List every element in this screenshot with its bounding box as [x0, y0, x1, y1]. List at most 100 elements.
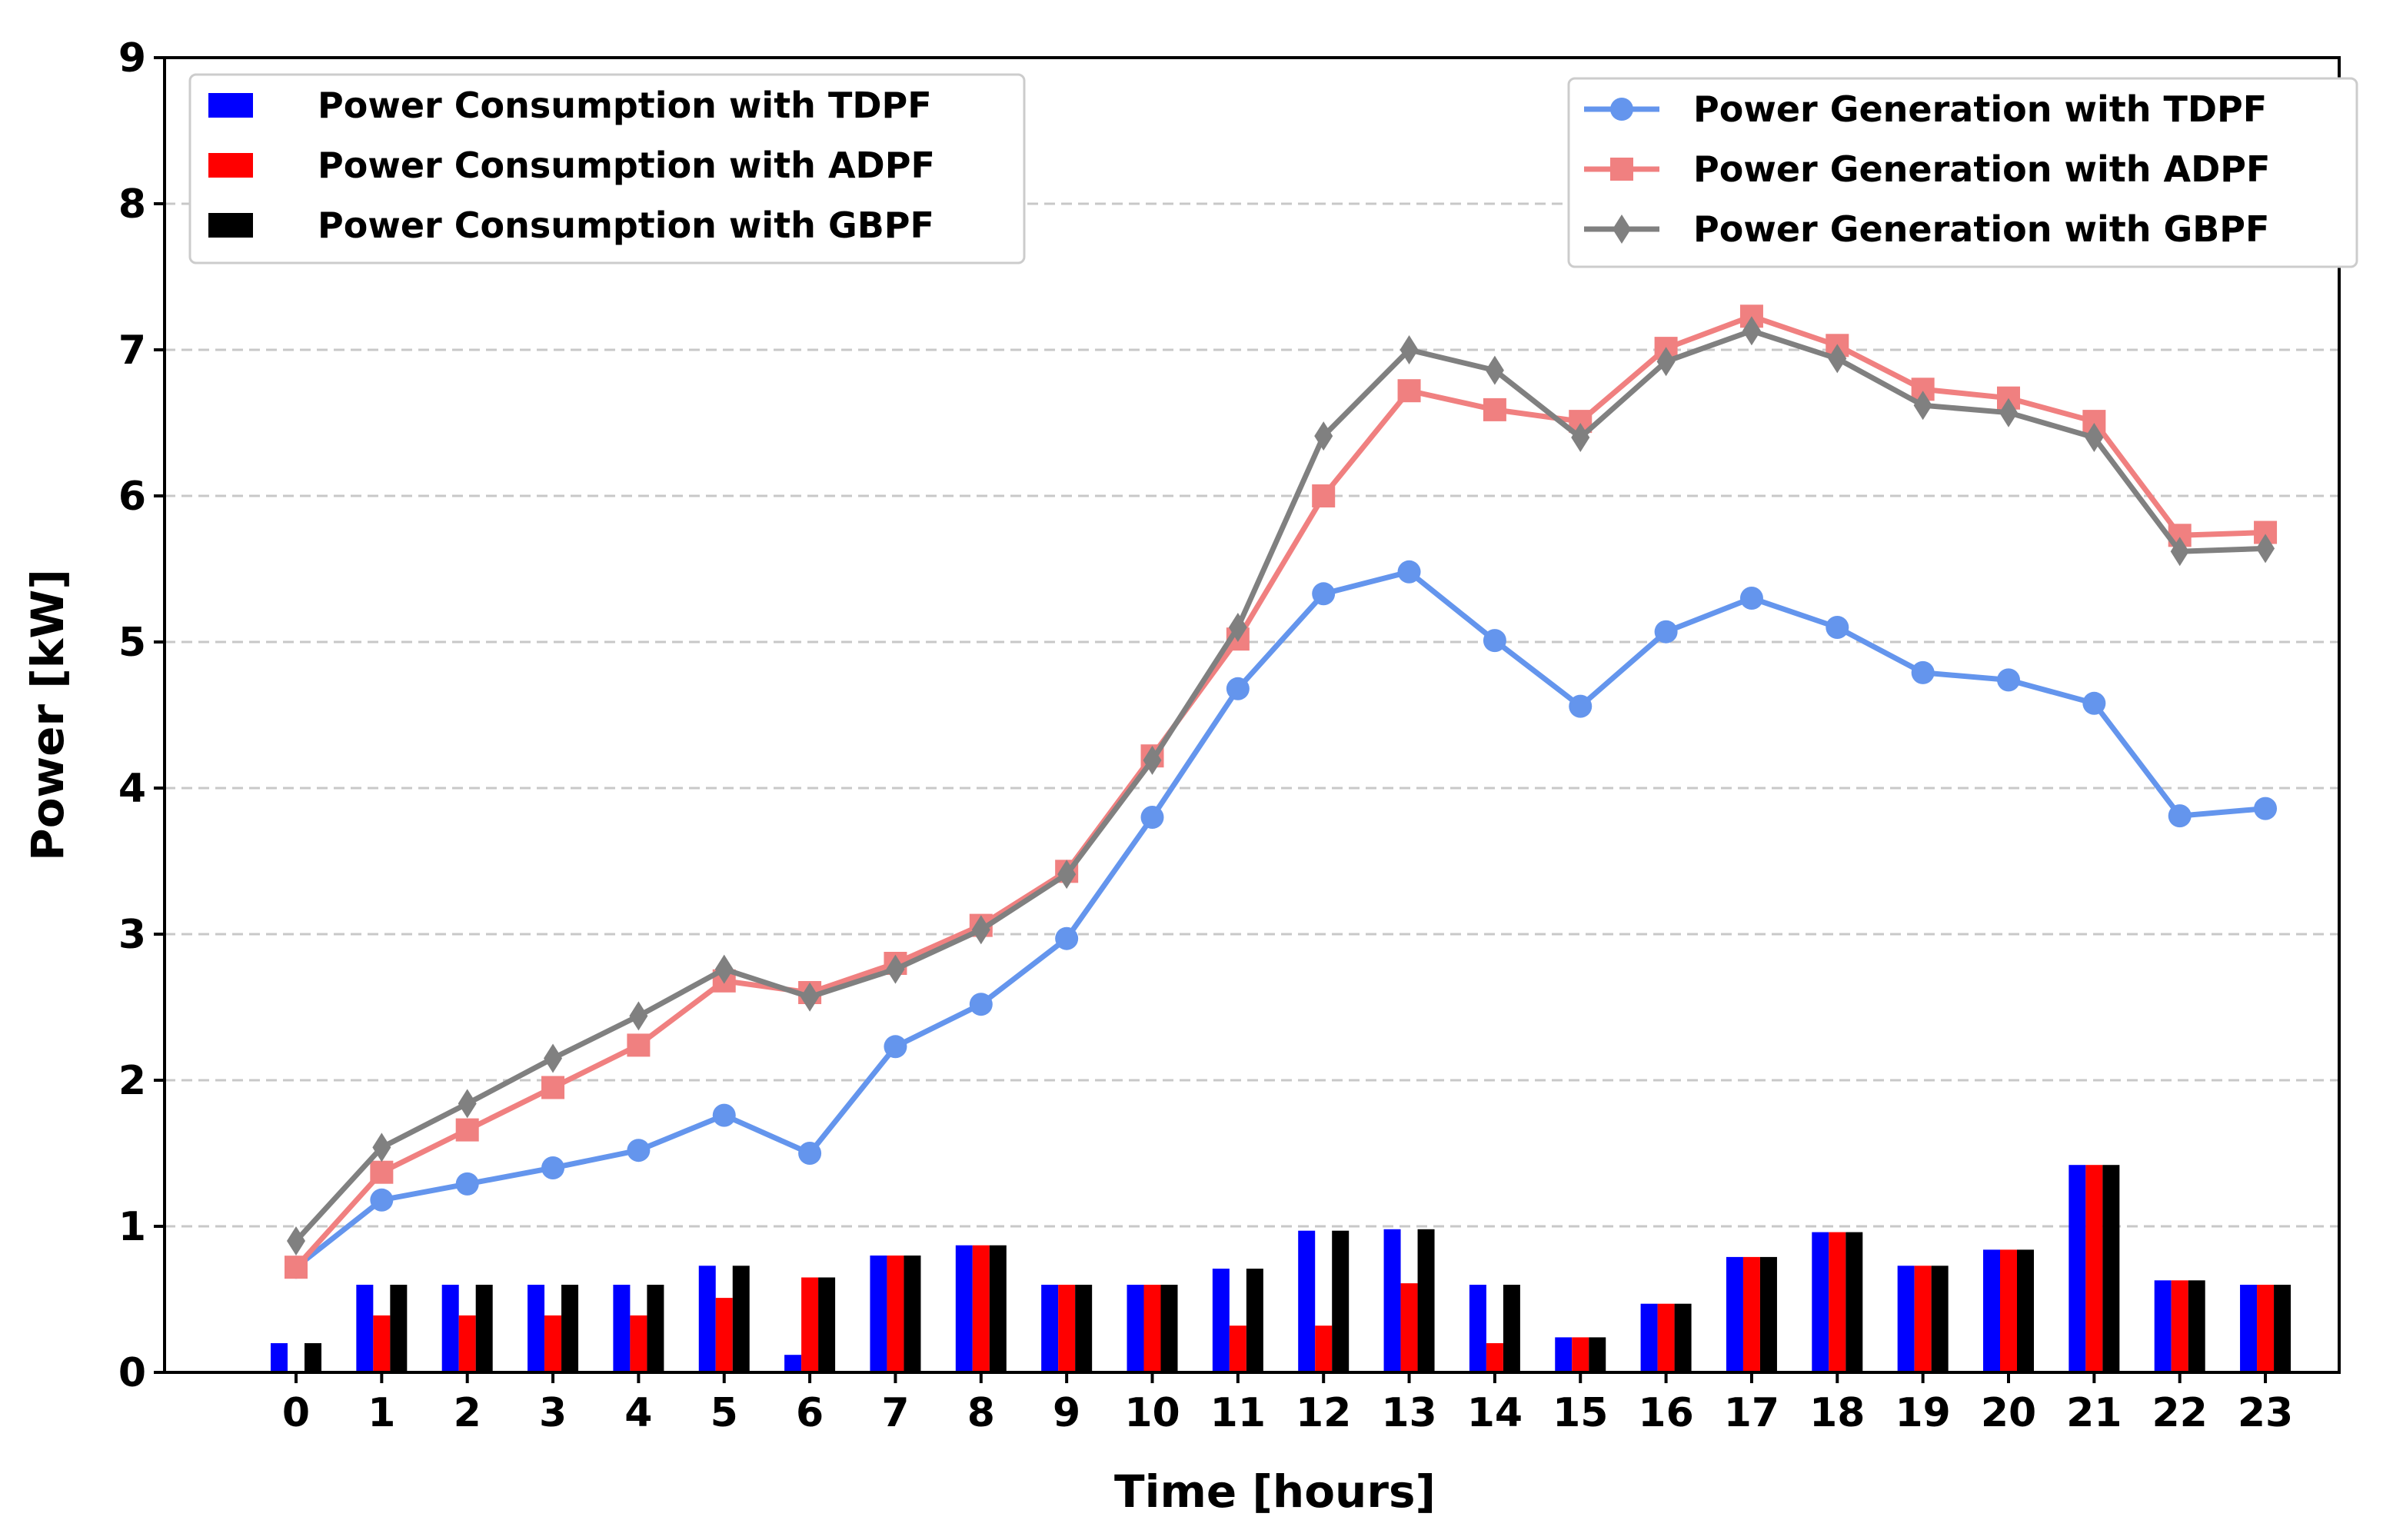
plot-frame [163, 56, 2341, 1374]
bar-adpf-5 [715, 1298, 733, 1372]
y-tick-label: 7 [118, 328, 146, 374]
point-generation-tdpf-10 [1140, 806, 1164, 829]
point-generation-gbpf-0 [287, 1226, 305, 1256]
point-generation-gbpf-21 [2085, 423, 2104, 452]
y-tick-label: 9 [118, 35, 146, 81]
legend-label: Power Consumption with GBPF [318, 205, 934, 246]
bar-gbpf-17 [1759, 1256, 1777, 1372]
point-generation-gbpf-4 [629, 1001, 648, 1031]
legend-marker-gbpf [1613, 215, 1631, 244]
bar-adpf-22 [2171, 1280, 2188, 1372]
bar-gbpf-1 [390, 1285, 408, 1372]
legend-label: Power Consumption with ADPF [318, 145, 935, 186]
x-tick-label: 4 [624, 1390, 652, 1436]
gridlines [165, 202, 2339, 1228]
point-generation-tdpf-17 [1739, 587, 1763, 610]
x-tick-label: 21 [2066, 1390, 2122, 1436]
x-tick-label: 19 [1895, 1390, 1950, 1436]
line-generation-tdpf [294, 569, 2266, 1269]
point-generation-gbpf-17 [1742, 316, 1761, 346]
bar-tdpf-22 [2154, 1280, 2172, 1372]
bar-tdpf-10 [1127, 1285, 1144, 1372]
bar-adpf-2 [458, 1315, 476, 1372]
x-tick-label: 13 [1381, 1390, 1436, 1436]
bar-adpf-17 [1742, 1256, 1760, 1372]
x-tick-label: 5 [711, 1390, 738, 1436]
bar-tdpf-8 [955, 1245, 973, 1372]
bar-gbpf-14 [1503, 1285, 1520, 1372]
x-tick-label: 16 [1638, 1390, 1693, 1436]
legend-consumption: Power Consumption with TDPF Power Consump… [188, 73, 1026, 264]
bar-tdpf-4 [613, 1285, 631, 1372]
bar-gbpf-13 [1417, 1229, 1435, 1372]
line-generation-adpf [294, 313, 2266, 1269]
y-tick-label: 2 [118, 1058, 146, 1104]
point-generation-gbpf-1 [372, 1133, 391, 1162]
bar-tdpf-11 [1212, 1269, 1230, 1372]
point-generation-tdpf-2 [455, 1172, 479, 1196]
point-generation-tdpf-19 [1911, 660, 1935, 684]
legend-swatch-adpf [208, 153, 253, 178]
point-generation-tdpf-14 [1483, 629, 1506, 653]
point-generation-gbpf-6 [800, 982, 820, 1012]
point-generation-gbpf-2 [458, 1089, 477, 1119]
point-generation-gbpf-11 [1228, 613, 1247, 642]
bar-gbpf-21 [2102, 1165, 2120, 1372]
legend-marker-adpf [1610, 158, 1633, 181]
point-generation-gbpf-9 [1057, 860, 1077, 890]
legend-label: Power Generation with ADPF [1693, 148, 2270, 190]
point-generation-tdpf-13 [1397, 560, 1421, 584]
bar-adpf-13 [1400, 1283, 1418, 1372]
legend-box [1567, 77, 2358, 268]
bar-tdpf-21 [2069, 1165, 2086, 1372]
bar-gbpf-6 [818, 1277, 836, 1372]
bar-tdpf-16 [1640, 1303, 1658, 1372]
y-tick-label: 8 [118, 181, 146, 228]
bar-gbpf-4 [647, 1285, 664, 1372]
bar-gbpf-12 [1332, 1230, 1350, 1372]
legend-marker-tdpf [1610, 98, 1633, 121]
bar-adpf-7 [887, 1256, 904, 1372]
legend-label: Power Consumption with TDPF [318, 85, 932, 126]
point-generation-gbpf-15 [1571, 423, 1590, 452]
x-tick-label: 3 [539, 1390, 567, 1436]
x-tick-label: 6 [796, 1390, 824, 1436]
point-generation-gbpf-5 [714, 954, 734, 984]
bar-tdpf-3 [528, 1285, 545, 1372]
legend-swatch-tdpf [208, 93, 253, 118]
bar-tdpf-14 [1469, 1285, 1486, 1372]
line-generation-gbpf [294, 328, 2266, 1243]
point-generation-adpf-4 [627, 1033, 651, 1057]
bar-gbpf-7 [904, 1256, 921, 1372]
point-generation-gbpf-18 [1828, 344, 1847, 374]
point-generation-adpf-12 [1312, 484, 1336, 507]
legend-label: Power Generation with GBPF [1693, 208, 2269, 250]
point-generation-tdpf-22 [2168, 804, 2192, 828]
bar-adpf-8 [972, 1245, 990, 1372]
point-generation-tdpf-9 [1055, 926, 1079, 950]
point-generation-adpf-3 [541, 1076, 565, 1099]
point-generation-gbpf-13 [1400, 335, 1419, 364]
x-tick-label: 20 [1981, 1390, 2036, 1436]
point-generation-tdpf-21 [2082, 691, 2106, 715]
bar-adpf-21 [2085, 1165, 2103, 1372]
bar-adpf-12 [1315, 1325, 1333, 1372]
point-generation-gbpf-19 [1913, 391, 1932, 421]
bar-adpf-11 [1229, 1325, 1246, 1372]
lines [285, 304, 2278, 1279]
bar-tdpf-7 [870, 1256, 887, 1372]
x-tick-label: 9 [1053, 1390, 1080, 1436]
point-generation-gbpf-14 [1485, 355, 1504, 385]
bar-tdpf-20 [1983, 1249, 2000, 1372]
bar-gbpf-5 [732, 1266, 750, 1372]
bar-tdpf-0 [271, 1343, 288, 1372]
bar-gbpf-8 [989, 1245, 1007, 1372]
point-generation-tdpf-15 [1569, 694, 1593, 718]
point-generation-gbpf-12 [1314, 421, 1333, 451]
point-generation-adpf-2 [455, 1118, 479, 1142]
bar-tdpf-1 [356, 1285, 374, 1372]
bar-gbpf-20 [2017, 1249, 2034, 1372]
bar-adpf-20 [2000, 1249, 2017, 1372]
bar-tdpf-17 [1726, 1256, 1743, 1372]
point-generation-gbpf-23 [2256, 534, 2275, 564]
